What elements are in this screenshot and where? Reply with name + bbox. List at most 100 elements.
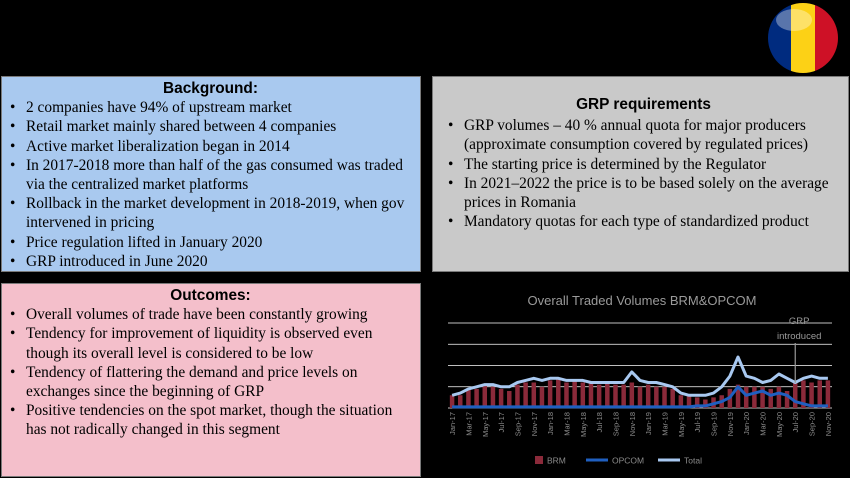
brm-bar — [458, 395, 463, 408]
brm-bar — [605, 382, 610, 408]
brm-bar — [515, 384, 520, 408]
grp-item: GRP volumes – 40 % annual quota for majo… — [443, 116, 844, 154]
brm-bar — [466, 388, 471, 408]
brm-bar — [801, 380, 806, 408]
grp-annotation: GRP introduced — [777, 316, 821, 383]
legend-label: Total — [684, 456, 702, 466]
x-tick-label: Mar-20 — [759, 412, 768, 436]
x-tick-label: Jan-17 — [448, 412, 457, 435]
x-tick-label: Sep-18 — [611, 412, 620, 436]
outcomes-item: Positive tendencies on the spot market, … — [5, 401, 416, 439]
brm-bar — [474, 388, 479, 408]
chart-svg: Overall Traded Volumes BRM&OPCOM Jan-17 M… — [448, 293, 833, 466]
brm-bar — [784, 391, 790, 408]
background-list: 2 companies have 94% of upstream market … — [5, 98, 416, 271]
x-tick-label: May-18 — [579, 412, 588, 437]
brm-bar — [629, 382, 635, 408]
x-tick-label: Mar-18 — [562, 412, 571, 436]
background-item: In 2017-2018 more than half of the gas c… — [5, 156, 416, 194]
grp-item: The starting price is determined by the … — [443, 155, 844, 174]
x-tick-label: Sep-17 — [513, 412, 522, 436]
legend-label: OPCOM — [612, 456, 644, 466]
outcomes-item: Tendency for improvement of liquidity is… — [5, 324, 416, 362]
x-tick-label: Nov-18 — [628, 412, 637, 436]
brm-bar — [809, 382, 814, 408]
romania-flag — [768, 3, 838, 73]
flag-stripe-blue — [768, 3, 792, 73]
traded-volumes-chart: Overall Traded Volumes BRM&OPCOM Jan-17 M… — [432, 283, 849, 477]
x-tick-label: Nov-19 — [726, 412, 735, 436]
opcom-line — [452, 385, 828, 409]
brm-bar — [760, 386, 765, 408]
brm-bar — [735, 384, 741, 408]
outcomes-list: Overall volumes of trade have been const… — [5, 305, 416, 439]
brm-bar — [523, 382, 528, 408]
x-tick-label: Mar-17 — [464, 412, 473, 436]
total-line — [451, 355, 828, 397]
brm-bar — [678, 395, 684, 408]
brm-bar — [572, 380, 577, 408]
brm-bar — [776, 386, 782, 408]
x-tick-label: Sep-19 — [710, 412, 719, 436]
brm-bar — [703, 399, 708, 408]
outcomes-title: Outcomes: — [170, 287, 251, 304]
legend-swatch — [535, 456, 543, 464]
x-tick-label: May-20 — [775, 412, 784, 437]
brm-bar — [482, 384, 488, 408]
background-item: Rollback in the market development in 20… — [5, 194, 416, 232]
brm-bar — [531, 382, 537, 408]
grp-annotation-label: GRP — [789, 316, 810, 327]
grp-title: GRP requirements — [576, 96, 711, 113]
x-tick-label: Jul-17 — [497, 412, 506, 432]
x-tick-label: Jan-18 — [546, 412, 555, 435]
x-axis-ticks: Jan-17 Mar-17 May-17 Jul-17 Sep-17 Nov-17 Jan-… — [448, 412, 833, 437]
chart-legend: BRM OPCOM Total — [535, 456, 702, 466]
x-tick-label: Mar-19 — [661, 412, 670, 436]
grp-annotation-label: introduced — [777, 331, 821, 342]
x-tick-label: Jul-20 — [791, 412, 800, 432]
brm-bar — [556, 378, 561, 408]
brm-bar — [752, 386, 757, 408]
x-tick-label: Nov-17 — [530, 412, 539, 436]
brm-bar — [498, 388, 504, 408]
brm-bar — [507, 391, 512, 408]
brm-bar — [580, 382, 586, 408]
background-item: Active market liberalization began in 20… — [5, 137, 416, 156]
background-item: Retail market mainly shared between 4 co… — [5, 117, 416, 136]
outcomes-panel: Outcomes: Overall volumes of trade have … — [1, 283, 421, 477]
brm-bars — [449, 378, 831, 408]
brm-bar — [547, 380, 553, 408]
brm-bar — [792, 382, 798, 408]
x-tick-label: May-17 — [481, 412, 490, 437]
brm-bar — [588, 382, 594, 408]
brm-bar — [817, 380, 822, 408]
brm-bar — [564, 382, 569, 408]
brm-bar — [654, 386, 659, 408]
x-tick-label: Jul-18 — [595, 412, 604, 432]
brm-bar — [490, 386, 496, 408]
brm-bar — [768, 388, 773, 408]
background-title: Background: — [163, 80, 258, 97]
legend-label: BRM — [547, 456, 566, 466]
x-tick-label: Jan-20 — [742, 412, 751, 435]
background-panel: Background: 2 companies have 94% of upst… — [1, 76, 421, 272]
x-tick-label: Jul-19 — [693, 412, 702, 432]
brm-bar — [621, 384, 626, 408]
outcomes-item: Overall volumes of trade have been const… — [5, 305, 416, 324]
grp-list: GRP volumes – 40 % annual quota for majo… — [443, 116, 844, 231]
brm-bar — [596, 384, 602, 408]
background-item: 2 companies have 94% of upstream market — [5, 98, 416, 117]
x-tick-label: Jan-19 — [644, 412, 653, 435]
brm-bar — [662, 386, 667, 408]
x-tick-label: Sep-20 — [808, 412, 817, 436]
brm-bar — [449, 395, 455, 408]
brm-bar — [743, 386, 749, 408]
brm-bar — [670, 388, 675, 408]
x-tick-label: May-19 — [677, 412, 686, 437]
grp-item: In 2021–2022 the price is to be based so… — [443, 174, 844, 212]
grp-item: Mandatory quotas for each type of standa… — [443, 212, 844, 231]
x-tick-label: Nov-20 — [824, 412, 833, 436]
brm-bar — [825, 380, 831, 408]
flag-stripe-red — [814, 3, 838, 73]
flag-stripe-yellow — [791, 3, 815, 73]
